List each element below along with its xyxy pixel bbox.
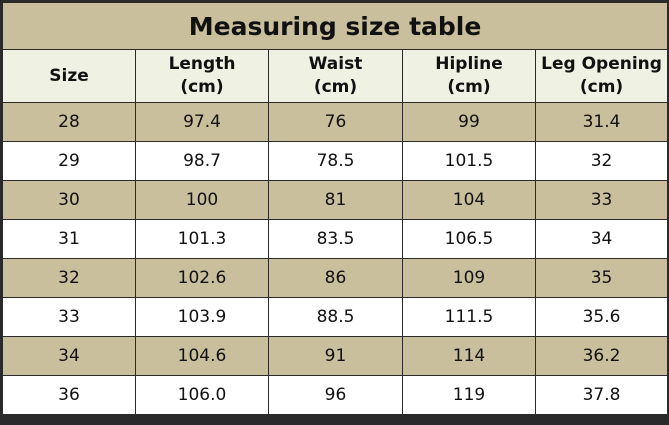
data-cell: 111.5 (402, 297, 536, 337)
data-cell: 31 (2, 219, 136, 259)
header-cell: Size (2, 49, 136, 103)
size-table: Measuring size table Size Length (cm) Waist… (1, 2, 669, 415)
data-cell: 78.5 (268, 141, 403, 181)
data-cell: 91 (268, 336, 403, 376)
data-cell: 35.6 (534, 297, 669, 337)
data-row: 28 97.4 76 99 31.4 (2, 102, 669, 142)
data-cell: 33 (2, 297, 136, 337)
header-cell: Waist (cm) (268, 49, 403, 103)
header-line: (cm) (579, 77, 624, 97)
data-row: 36 106.0 96 119 37.8 (2, 375, 669, 415)
data-cell: 104.6 (135, 336, 269, 376)
header-cell: Length (cm) (135, 49, 269, 103)
data-cell: 101.5 (402, 141, 536, 181)
data-row: 33 103.9 88.5 111.5 35.6 (2, 297, 669, 337)
data-cell: 29 (2, 141, 136, 181)
header-line: Leg Opening (541, 54, 662, 74)
data-cell: 98.7 (135, 141, 269, 181)
data-row: 29 98.7 78.5 101.5 32 (2, 141, 669, 181)
table-title: Measuring size table (1, 2, 669, 50)
data-cell: 36.2 (534, 336, 669, 376)
data-cell: 30 (2, 180, 136, 220)
data-cell: 100 (135, 180, 269, 220)
data-cell: 76 (268, 102, 403, 142)
header-line: Size (49, 65, 89, 86)
header-line: Hipline (435, 54, 503, 74)
data-cell: 81 (268, 180, 403, 220)
data-cell: 28 (2, 102, 136, 142)
header-cell: Leg Opening (cm) (534, 49, 669, 103)
data-cell: 106.0 (135, 375, 269, 415)
header-line: Length (168, 54, 236, 74)
data-cell: 32 (534, 141, 669, 181)
data-cell: 33 (534, 180, 669, 220)
data-cell: 103.9 (135, 297, 269, 337)
header-cell: Hipline (cm) (402, 49, 536, 103)
data-cell: 96 (268, 375, 403, 415)
data-cell: 106.5 (402, 219, 536, 259)
data-cell: 32 (2, 258, 136, 298)
header-row: Size Length (cm) Waist (cm) Hipline (cm) Leg Op… (2, 49, 669, 103)
data-cell: 102.6 (135, 258, 269, 298)
data-cell: 86 (268, 258, 403, 298)
data-cell: 36 (2, 375, 136, 415)
data-cell: 88.5 (268, 297, 403, 337)
header-line: (cm) (447, 77, 491, 97)
data-cell: 101.3 (135, 219, 269, 259)
data-cell: 104 (402, 180, 536, 220)
data-cell: 37.8 (534, 375, 669, 415)
data-cell: 83.5 (268, 219, 403, 259)
data-cell: 99 (402, 102, 536, 142)
data-row: 31 101.3 83.5 106.5 34 (2, 219, 669, 259)
data-cell: 114 (402, 336, 536, 376)
data-row: 30 100 81 104 33 (2, 180, 669, 220)
data-cell: 97.4 (135, 102, 269, 142)
header-line: (cm) (180, 77, 224, 97)
data-cell: 31.4 (534, 102, 669, 142)
header-line: Waist (308, 54, 363, 74)
data-row: 32 102.6 86 109 35 (2, 258, 669, 298)
header-line: (cm) (313, 77, 358, 97)
data-cell: 34 (534, 219, 669, 259)
data-row: 34 104.6 91 114 36.2 (2, 336, 669, 376)
data-cell: 119 (402, 375, 536, 415)
data-cell: 109 (402, 258, 536, 298)
data-cell: 34 (2, 336, 136, 376)
data-cell: 35 (534, 258, 669, 298)
